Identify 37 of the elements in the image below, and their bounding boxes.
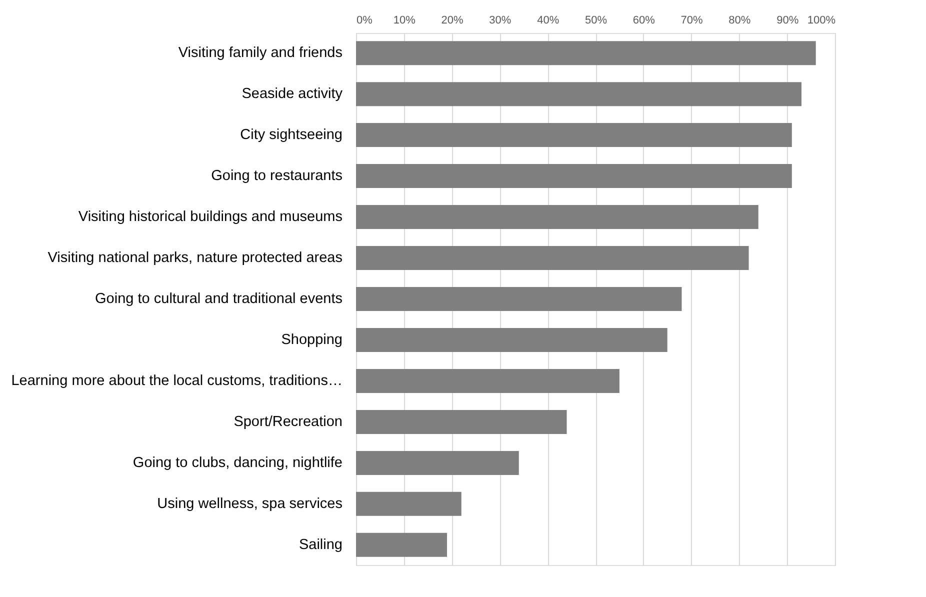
bar bbox=[356, 410, 567, 434]
bar bbox=[356, 368, 620, 393]
bar bbox=[356, 41, 816, 66]
y-tick-label: Visiting national parks, nature protected areas bbox=[48, 250, 342, 266]
y-tick-label: Sport/Recreation bbox=[234, 414, 342, 430]
y-tick-label: Sailing bbox=[298, 536, 342, 553]
y-tick-label: City sightseeing bbox=[240, 127, 342, 144]
x-tick-label: 30% bbox=[489, 14, 512, 26]
x-tick-label: 90% bbox=[776, 14, 799, 26]
y-tick-label: Seaside activity bbox=[242, 86, 344, 102]
bar bbox=[356, 164, 792, 188]
x-tick-label: 80% bbox=[728, 14, 751, 26]
bar bbox=[356, 246, 749, 270]
bar bbox=[356, 450, 519, 475]
x-tick-label: 50% bbox=[584, 14, 608, 26]
y-tick-label: Using wellness, spa services bbox=[157, 496, 342, 512]
bar bbox=[356, 532, 448, 557]
bar bbox=[356, 287, 682, 311]
bar bbox=[356, 82, 802, 106]
x-tick-label: 10% bbox=[393, 14, 416, 26]
y-tick-label: Visiting family and friends bbox=[178, 45, 342, 62]
bar bbox=[356, 205, 758, 230]
x-tick-label: 100% bbox=[807, 14, 836, 26]
x-tick-label: 0% bbox=[356, 14, 373, 26]
y-tick-label: Going to clubs, dancing, nightlife bbox=[132, 454, 342, 471]
y-tick-label: Learning more about the local customs, traditions… bbox=[11, 372, 342, 389]
y-tick-label: Going to cultural and traditional events bbox=[95, 291, 342, 307]
y-tick-label: Visiting historical buildings and museums bbox=[78, 209, 342, 226]
bar bbox=[356, 492, 462, 516]
bar bbox=[356, 123, 792, 148]
x-tick-label: 20% bbox=[441, 14, 464, 26]
bar bbox=[356, 328, 668, 352]
y-tick-label: Going to restaurants bbox=[211, 168, 342, 184]
y-tick-label: Shopping bbox=[281, 332, 342, 348]
x-tick-label: 60% bbox=[632, 14, 656, 26]
x-tick-label: 70% bbox=[680, 14, 704, 26]
x-tick-label: 40% bbox=[537, 14, 560, 26]
